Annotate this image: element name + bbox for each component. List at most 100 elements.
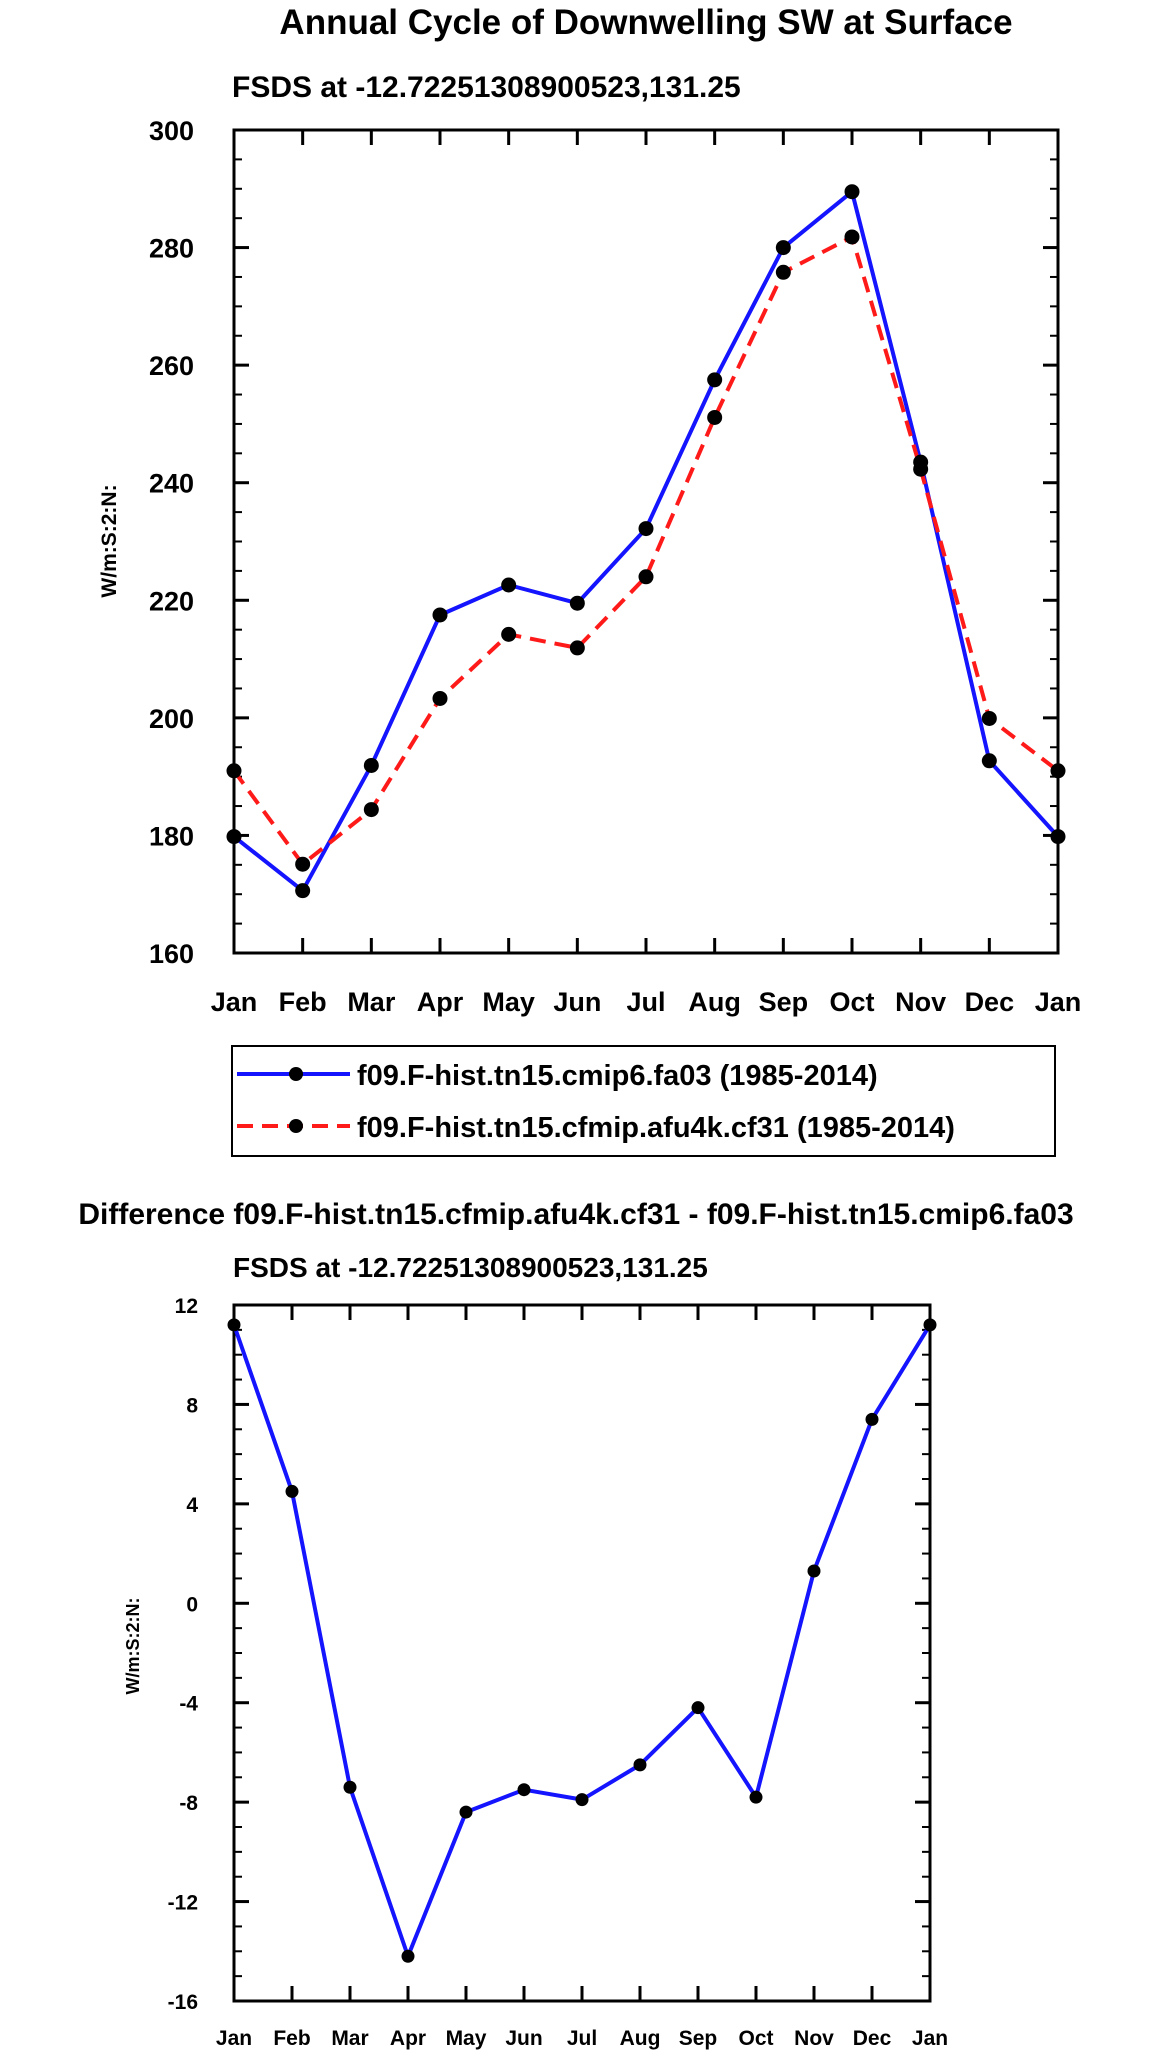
y-tick-label: 300 [149,116,194,146]
x-tick-label: Jan [211,987,258,1017]
y-tick-label: 8 [186,1394,198,1417]
x-tick-label: Jan [912,2027,948,2050]
data-point-series-1 [501,577,517,593]
data-point-series-1 [569,595,585,611]
data-point-series-2 [569,640,585,656]
x-tick-label: Jun [505,2027,542,2050]
y-tick-label: 4 [186,1494,198,1517]
chart2-subtitle: FSDS at -12.72251308900523,131.25 [233,1252,708,1283]
data-point-series-1 [633,1758,647,1772]
series-line-1 [232,189,1060,893]
data-point-series-1 [226,829,242,845]
chart2-title: Difference f09.F-hist.tn15.cfmip.afu4k.c… [78,1198,1073,1231]
x-tick-label: Nov [895,987,946,1017]
data-point-series-2 [981,710,997,726]
data-point-series-1 [707,372,723,388]
data-point-series-1 [343,1780,357,1794]
data-point-series-2 [363,802,379,818]
y-tick-label: 12 [175,1295,198,1318]
x-tick-label: Aug [620,2027,661,2050]
x-tick-label: May [446,2027,487,2050]
data-point-series-1 [227,1318,241,1332]
data-point-series-1 [432,607,448,623]
chart1-subtitle: FSDS at -12.72251308900523,131.25 [232,71,741,104]
x-tick-label: Mar [331,2027,368,2050]
chart2-ylabel: W/m:S:2:N: [123,1598,143,1695]
legend-marker-red [289,1119,303,1133]
y-tick-label: -16 [168,1991,198,2014]
x-tick-label: Aug [688,987,740,1017]
data-point-series-1 [749,1790,763,1804]
y-tick-label: 0 [186,1593,198,1616]
x-tick-label: Sep [759,987,809,1017]
x-tick-label: Jul [626,987,665,1017]
data-point-series-1 [775,240,791,256]
series-line-2 [232,234,1060,867]
data-point-series-1 [807,1564,821,1578]
x-tick-label: Sep [679,2027,718,2050]
x-tick-label: Jul [567,2027,597,2050]
y-tick-label: -4 [179,1693,198,1716]
data-point-series-2 [295,856,311,872]
x-tick-label: Dec [853,2027,892,2050]
legend-box [231,1045,1056,1157]
data-point-series-1 [844,184,860,200]
data-point-series-2 [226,763,242,779]
data-point-series-2 [501,626,517,642]
data-point-series-1 [865,1412,879,1426]
data-point-series-2 [432,690,448,706]
y-tick-label: 160 [149,939,194,969]
data-point-series-1 [363,757,379,773]
x-tick-label: Mar [347,987,396,1017]
x-tick-label: Oct [829,987,874,1017]
y-tick-label: 180 [149,821,194,851]
data-point-series-1 [981,753,997,769]
x-tick-label: Nov [794,2027,834,2050]
y-tick-label: -12 [168,1892,198,1915]
series-line-1 [232,1323,932,1959]
data-point-series-2 [707,409,723,425]
x-tick-label: Oct [738,2027,773,2050]
chart1-legend: f09.F-hist.tn15.cmip6.fa03 (1985-2014) f… [231,1045,1056,1157]
y-tick-label: -8 [179,1792,198,1815]
data-point-series-1 [1050,829,1066,845]
y-tick-label: 260 [149,351,194,381]
data-point-series-2 [638,569,654,585]
data-point-series-1 [285,1484,299,1498]
chart1-ylabel: W/m:S:2:N: [98,484,121,597]
x-tick-label: Dec [965,987,1015,1017]
y-tick-label: 280 [149,234,194,264]
data-point-series-1 [401,1949,415,1963]
y-tick-label: 200 [149,704,194,734]
x-tick-label: Jan [216,2027,252,2050]
data-point-series-1 [295,883,311,899]
data-point-series-1 [575,1793,589,1807]
data-point-series-1 [638,521,654,537]
x-tick-label: Feb [279,987,327,1017]
plot-frame [232,128,1060,955]
x-tick-label: Jun [553,987,601,1017]
y-tick-label: 220 [149,586,194,616]
x-tick-label: Jan [1035,987,1082,1017]
data-point-series-2 [844,229,860,245]
data-point-series-1 [691,1701,705,1715]
plot-frame [232,1303,932,2003]
x-tick-label: Apr [417,987,464,1017]
chart2-plot: -16 -12 -8 -4 0 4 8 12 Jan Feb Mar Apr May Jun Jul Aug S… [168,1295,948,2050]
data-point-series-1 [923,1318,937,1332]
data-point-series-2 [913,461,929,477]
chart1-title: Annual Cycle of Downwelling SW at Surfac… [279,3,1012,42]
data-point-series-2 [775,264,791,280]
data-point-series-2 [1050,763,1066,779]
legend-label-series-2: f09.F-hist.tn15.cfmip.afu4k.cf31 (1985-2… [357,1112,955,1144]
x-tick-label: May [482,987,535,1017]
legend-marker-blue [289,1067,303,1081]
data-point-series-1 [459,1805,473,1819]
legend-label-series-1: f09.F-hist.tn15.cmip6.fa03 (1985-2014) [357,1060,878,1092]
chart1-plot: 160 180 200 220 240 260 280 300 Jan Feb Mar Apr May J… [149,116,1081,1017]
y-tick-label: 240 [149,469,194,499]
data-point-series-1 [517,1783,531,1797]
x-tick-label: Feb [273,2027,310,2050]
x-tick-label: Apr [390,2027,426,2050]
